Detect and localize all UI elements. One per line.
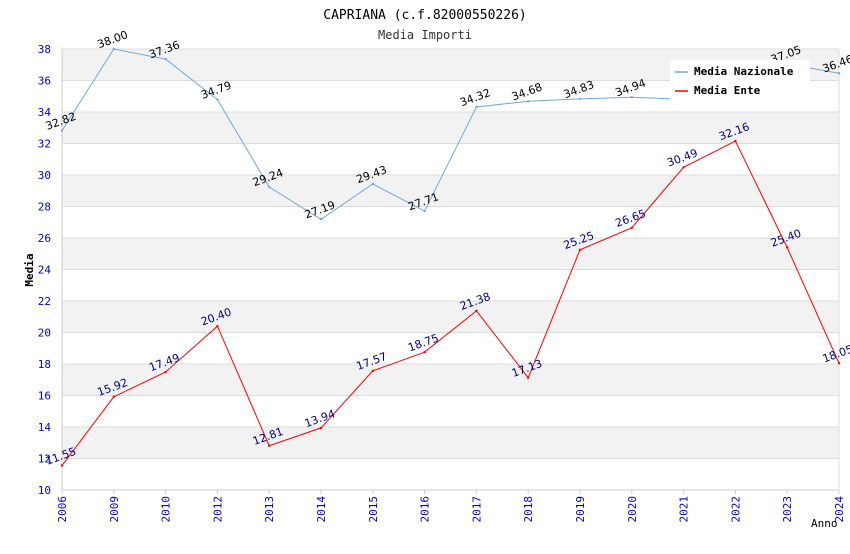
data-point xyxy=(371,182,374,186)
x-tick-label: 2022 xyxy=(729,496,742,523)
chart-subtitle: Media Importi xyxy=(378,28,472,42)
data-point xyxy=(837,362,841,365)
data-point xyxy=(630,226,633,229)
data-point xyxy=(578,97,582,101)
grid-band xyxy=(62,175,839,207)
y-tick-label: 12 xyxy=(38,453,51,466)
data-point xyxy=(216,325,219,328)
x-axis-label: Anno xyxy=(811,517,838,530)
x-tick-label: 2023 xyxy=(781,496,794,523)
grid-band xyxy=(62,206,839,238)
grid-band xyxy=(62,458,839,490)
data-point xyxy=(682,166,685,169)
y-tick-label: 10 xyxy=(38,484,51,497)
data-point xyxy=(319,218,323,221)
y-tick-label: 26 xyxy=(38,232,51,245)
data-point xyxy=(630,95,633,99)
y-tick-label: 22 xyxy=(38,295,51,308)
x-tick-label: 2010 xyxy=(160,496,173,523)
data-point xyxy=(60,129,64,132)
data-point xyxy=(268,185,271,189)
data-point xyxy=(786,246,789,249)
legend: Media Nazionale Media Ente xyxy=(670,60,810,102)
data-point xyxy=(734,139,737,143)
x-tick-label: 2019 xyxy=(574,496,587,523)
y-tick-label: 38 xyxy=(38,43,51,56)
x-tick-label: 2006 xyxy=(56,496,69,523)
legend-label-nazionale: Media Nazionale xyxy=(694,65,794,78)
data-point xyxy=(216,98,219,101)
data-point xyxy=(475,309,478,312)
data-point xyxy=(837,72,841,75)
grid-band xyxy=(62,332,839,364)
x-tick-label: 2021 xyxy=(678,496,691,523)
y-tick-label: 32 xyxy=(38,138,51,151)
x-tick-label: 2018 xyxy=(522,496,535,523)
grid-band xyxy=(62,301,839,333)
y-tick-label: 18 xyxy=(38,358,51,371)
y-tick-label: 28 xyxy=(38,201,51,214)
grid-band xyxy=(62,112,839,144)
y-tick-label: 14 xyxy=(38,421,52,434)
grid-band xyxy=(62,427,839,459)
x-tick-label: 2016 xyxy=(419,496,432,523)
data-point xyxy=(475,105,478,109)
data-point xyxy=(578,248,582,252)
data-point xyxy=(164,370,167,374)
grid-band xyxy=(62,395,839,427)
data-point xyxy=(423,350,426,354)
y-tick-label: 30 xyxy=(38,169,51,182)
chart-title: CAPRIANA (c.f.82000550226) xyxy=(323,8,527,23)
data-point xyxy=(527,100,530,103)
x-tick-label: 2012 xyxy=(211,496,224,523)
grid-band xyxy=(62,364,839,396)
x-tick-label: 2009 xyxy=(108,496,121,523)
data-point xyxy=(60,464,64,467)
x-tick-label: 2015 xyxy=(367,496,380,523)
x-tick-label: 2017 xyxy=(470,496,483,523)
y-tick-label: 20 xyxy=(38,327,51,340)
x-tick-label: 2020 xyxy=(626,496,639,523)
data-point xyxy=(268,444,271,447)
y-tick-label: 16 xyxy=(38,390,51,403)
data-label: 38.00 xyxy=(96,28,130,51)
data-point xyxy=(112,47,116,51)
x-tick-label: 2013 xyxy=(263,496,276,523)
grid-band xyxy=(62,238,839,270)
data-point xyxy=(319,426,323,430)
y-tick-label: 36 xyxy=(38,75,51,88)
grid-band xyxy=(62,269,839,301)
y-tick-label: 24 xyxy=(38,264,52,277)
legend-label-ente: Media Ente xyxy=(694,84,761,97)
x-tick-label: 2024 xyxy=(833,496,846,523)
series-line-media-ente xyxy=(61,140,840,466)
data-point xyxy=(112,395,116,398)
y-axis-label: Media xyxy=(23,253,36,286)
data-point xyxy=(423,209,426,213)
y-tick-label: 34 xyxy=(38,106,52,119)
x-tick-label: 2014 xyxy=(315,496,328,523)
data-point xyxy=(164,57,167,61)
data-point xyxy=(371,369,374,372)
data-point xyxy=(527,376,530,379)
